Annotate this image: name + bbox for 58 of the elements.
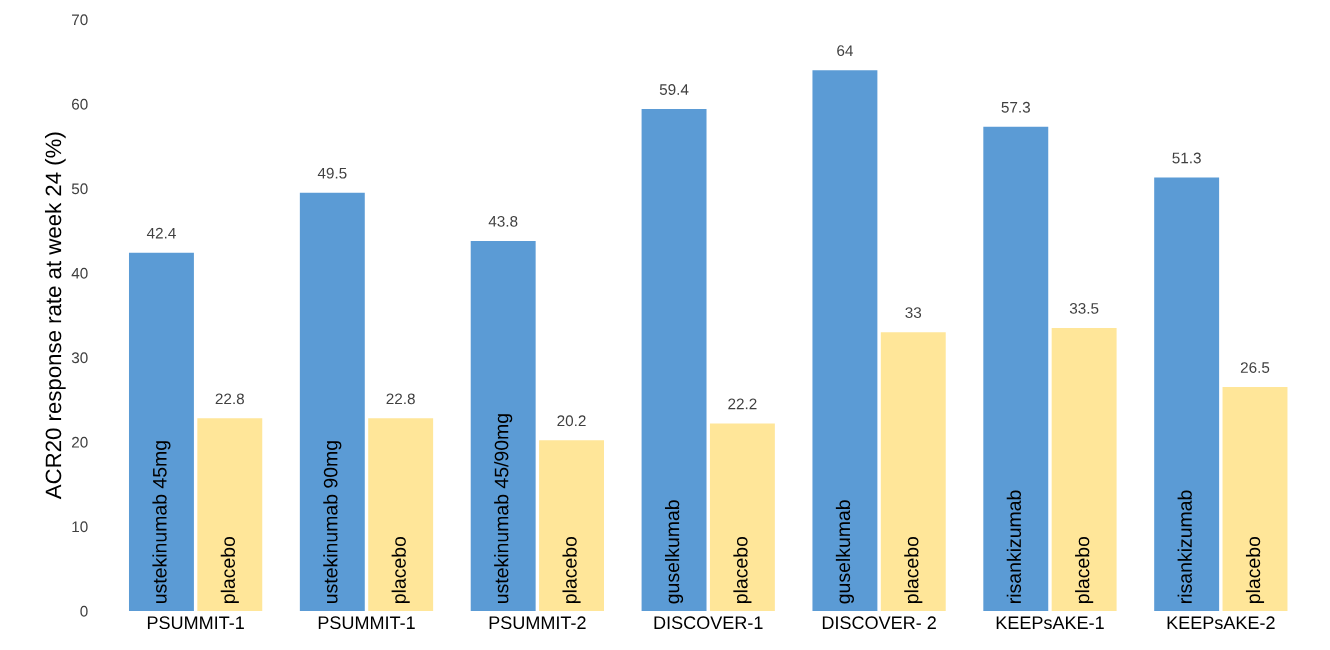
y-tick-label: 20	[72, 436, 88, 448]
annotation: ustekinumab 45/90mg	[494, 414, 513, 603]
annotation: ustekinumab 90mg	[323, 441, 342, 603]
annotation: placebo	[1245, 536, 1265, 603]
annotation: guselkumab	[835, 500, 854, 604]
annotation: risankizumab	[1177, 490, 1192, 603]
annotation: placebo	[562, 536, 581, 603]
x-tick-label: PSUMMIT-1	[147, 616, 244, 630]
annotation: risankizumab	[1006, 490, 1022, 603]
y-tick-label: 60	[72, 98, 88, 110]
x-tick-label: PSUMMIT-1	[318, 616, 415, 630]
data-label: 59.4	[659, 84, 689, 95]
annotation: placebo	[1075, 536, 1094, 603]
y-tick-label: 50	[71, 183, 88, 195]
data-label: 22.2	[728, 398, 757, 410]
data-label: 42.4	[146, 227, 176, 239]
bar	[1051, 327, 1117, 611]
y-tick-label: 0	[80, 605, 88, 617]
data-label: 33	[905, 307, 922, 319]
bar	[709, 423, 775, 611]
data-label: 51.3	[1172, 152, 1201, 164]
data-label: 20.2	[557, 415, 586, 427]
data-label: 43.8	[488, 215, 518, 227]
y-axis-title: ACR20 response rate at week 24 (%)	[44, 132, 66, 500]
bar	[128, 252, 194, 611]
bar	[983, 126, 1049, 611]
bar	[470, 240, 536, 611]
annotation: placebo	[733, 536, 752, 603]
data-label: 64	[837, 45, 853, 57]
bar	[539, 440, 604, 611]
y-tick-label: 40	[71, 267, 88, 279]
data-label: 33.5	[1069, 302, 1099, 314]
annotation: placebo	[220, 536, 239, 603]
y-tick-label: 70	[72, 14, 88, 26]
x-tick-label: DISCOVER- 2	[822, 616, 936, 630]
annotation: placebo	[904, 536, 923, 603]
x-tick-label: KEEPsAKE-2	[1167, 616, 1275, 630]
data-label: 22.8	[215, 393, 244, 405]
y-tick-label: 10	[72, 521, 88, 533]
x-tick-label: PSUMMIT-2	[489, 616, 586, 630]
y-tick-label: 30	[71, 352, 88, 364]
data-label: 49.5	[317, 167, 347, 179]
bar	[1222, 387, 1288, 611]
bar	[880, 332, 946, 611]
annotation: placebo	[391, 536, 410, 603]
annotation: ustekinumab 45mg	[152, 441, 171, 603]
bar	[197, 418, 263, 611]
bar	[368, 418, 434, 611]
data-label: 57.3	[1001, 101, 1030, 113]
annotation: guselkumab	[664, 500, 684, 604]
bar	[299, 192, 365, 611]
bar	[1154, 177, 1220, 611]
x-tick-label: DISCOVER-1	[654, 616, 763, 630]
data-label: 26.5	[1240, 362, 1270, 373]
bar	[812, 70, 878, 611]
x-tick-label: KEEPsAKE-1	[996, 616, 1104, 630]
bar	[641, 109, 707, 611]
data-label: 22.8	[386, 393, 415, 405]
